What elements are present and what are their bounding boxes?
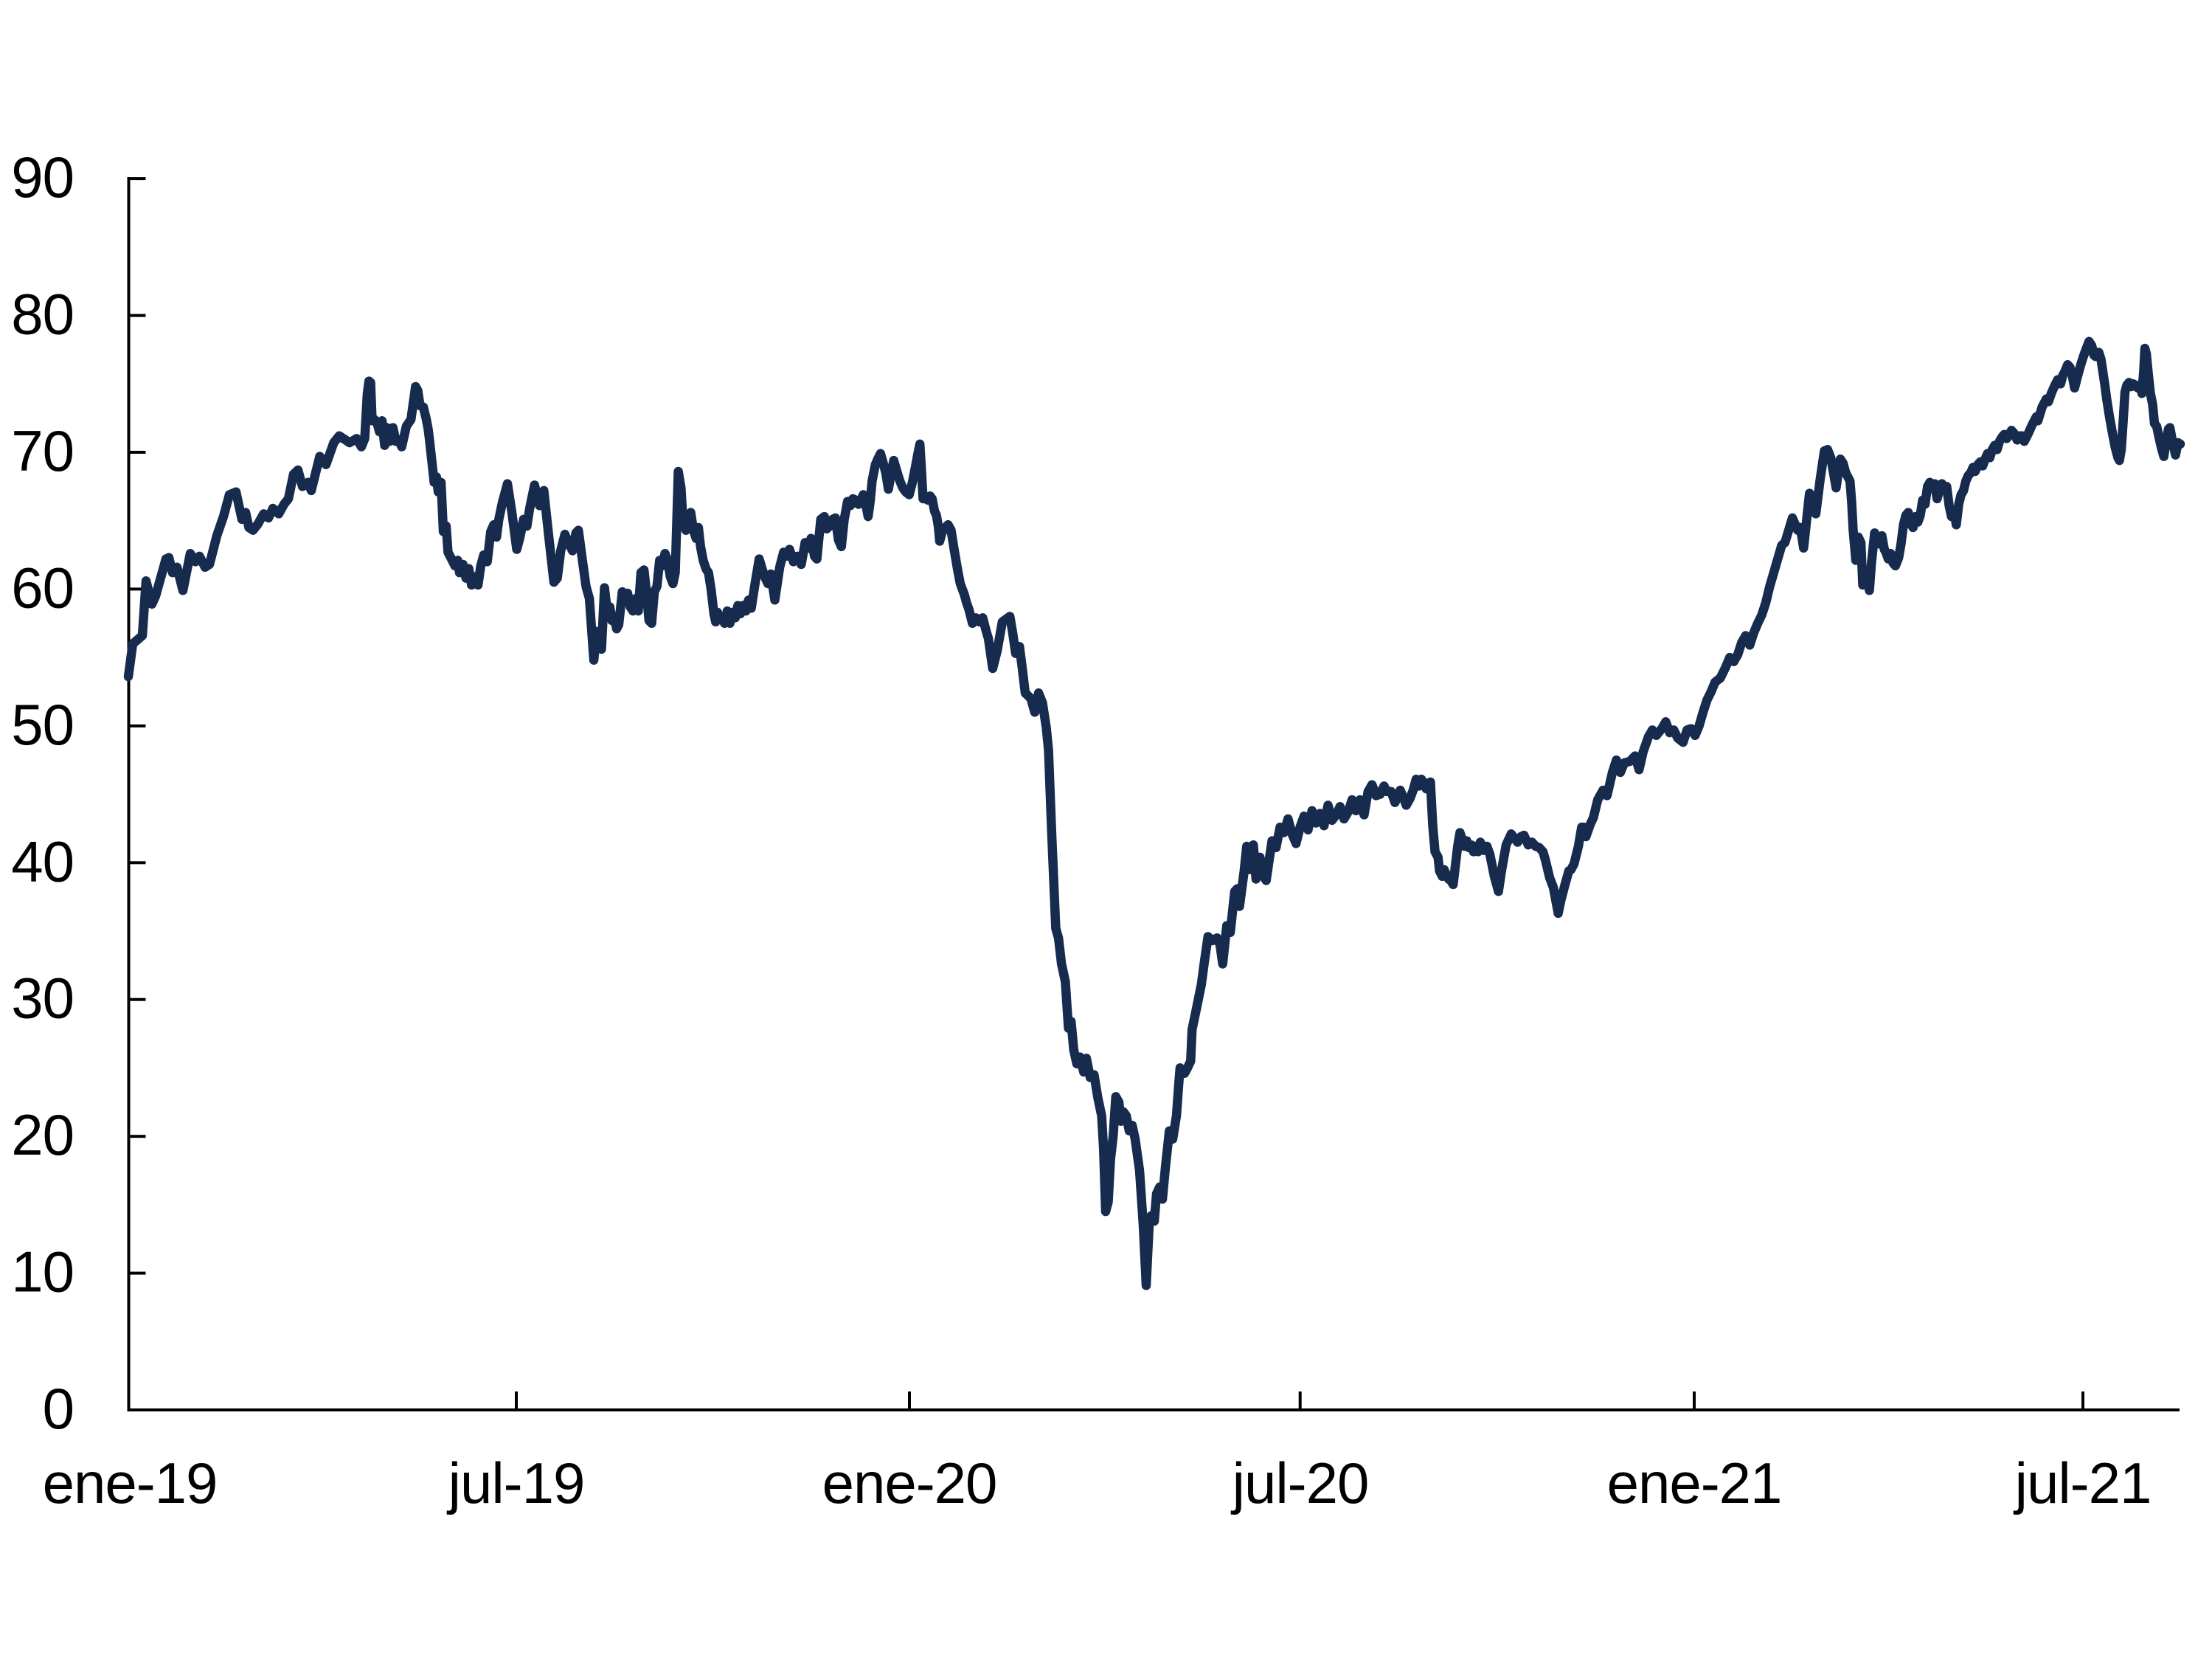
svg-text:20: 20 [11,1102,74,1167]
svg-text:ene-21: ene-21 [1607,1451,1782,1515]
svg-text:ene-19: ene-19 [43,1451,218,1515]
svg-text:jul-20: jul-20 [1231,1451,1369,1515]
svg-text:jul-19: jul-19 [447,1451,585,1515]
svg-text:60: 60 [11,555,74,620]
svg-text:50: 50 [11,692,74,757]
svg-text:80: 80 [11,282,74,347]
svg-text:30: 30 [11,966,74,1031]
svg-text:70: 70 [11,418,74,483]
svg-text:10: 10 [11,1240,74,1304]
svg-text:0: 0 [43,1376,74,1441]
svg-text:jul-21: jul-21 [2014,1451,2152,1515]
svg-text:40: 40 [11,829,74,893]
svg-text:ene-20: ene-20 [822,1451,997,1515]
svg-text:90: 90 [11,145,74,210]
